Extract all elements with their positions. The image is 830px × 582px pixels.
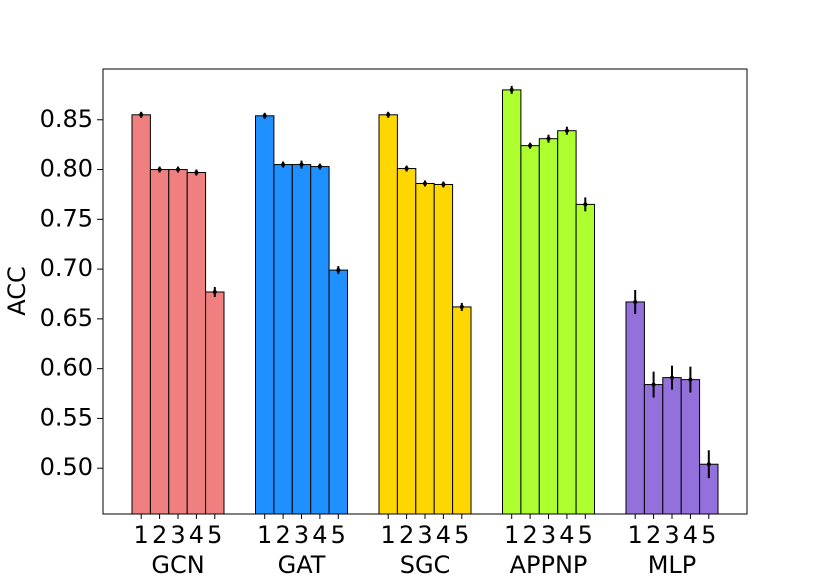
x-tick-label: 1 (257, 521, 272, 549)
bar (520, 145, 540, 515)
bar (328, 269, 349, 515)
bar (255, 115, 275, 515)
x-tick-label: 1 (504, 521, 519, 549)
error-point (509, 87, 514, 92)
error-point (688, 377, 693, 382)
x-tick-label: 2 (275, 521, 290, 549)
bar (149, 169, 170, 515)
error-point (336, 268, 341, 273)
group-label: GAT (278, 551, 326, 578)
error-point (651, 382, 656, 387)
x-tick-label: 2 (646, 521, 661, 549)
x-tick-label: 5 (207, 521, 222, 549)
bar (502, 89, 522, 515)
error-point (386, 112, 391, 117)
x-tick-label: 5 (331, 521, 346, 549)
bar (186, 172, 207, 515)
y-tick-label: 0.75 (40, 204, 93, 232)
y-tick-label: 0.70 (40, 254, 93, 282)
x-tick-label: 1 (381, 521, 396, 549)
error-point (317, 164, 322, 169)
y-tick-label: 0.85 (40, 105, 93, 133)
bar (538, 138, 559, 515)
x-tick-label: 4 (559, 521, 574, 549)
y-tick-label: 0.65 (40, 304, 93, 332)
plot-frame (102, 68, 748, 515)
x-tick-label: 3 (170, 521, 185, 549)
bar (415, 182, 435, 515)
bar (273, 164, 293, 515)
bar (168, 169, 188, 515)
group-label: SGC (400, 551, 451, 578)
bar (452, 306, 472, 515)
error-point (583, 202, 588, 207)
x-tick-label: 5 (578, 521, 593, 549)
x-tick-label: 5 (454, 521, 469, 549)
y-tick-label: 0.60 (40, 354, 93, 382)
bar (557, 130, 577, 515)
y-tick-label: 0.55 (40, 403, 93, 431)
x-tick-label: 4 (683, 521, 698, 549)
y-axis-label: ACC (3, 266, 31, 316)
bar (205, 291, 225, 515)
x-tick-label: 4 (436, 521, 451, 549)
bar (291, 164, 312, 515)
y-tick-label: 0.50 (40, 453, 93, 481)
bar (643, 384, 664, 515)
bar (662, 377, 682, 515)
x-tick-label: 4 (189, 521, 204, 549)
x-tick-label: 1 (134, 521, 149, 549)
bar (575, 203, 595, 515)
error-point (459, 304, 464, 309)
group-label: MLP (648, 551, 697, 578)
error-point (404, 166, 409, 171)
error-point (528, 143, 533, 148)
error-point (157, 167, 162, 172)
x-tick-label: 3 (417, 521, 432, 549)
error-point (564, 128, 569, 133)
x-tick-label: 3 (541, 521, 556, 549)
group-label: APPNP (510, 551, 588, 578)
bar (680, 379, 701, 515)
x-tick-label: 2 (399, 521, 414, 549)
error-point (212, 289, 217, 294)
x-tick-label: 1 (628, 521, 643, 549)
error-point (670, 375, 674, 380)
error-point (423, 181, 427, 186)
error-point (441, 182, 446, 187)
error-point (262, 113, 267, 118)
x-tick-label: 3 (294, 521, 309, 549)
error-point (633, 299, 638, 304)
x-tick-label: 2 (152, 521, 167, 549)
bar (625, 301, 645, 515)
y-tick-label: 0.80 (40, 155, 93, 183)
x-tick-label: 3 (664, 521, 679, 549)
bar (131, 114, 151, 515)
error-point (139, 112, 144, 117)
group-label: GCN (151, 551, 204, 578)
x-tick-label: 4 (312, 521, 327, 549)
error-point (176, 167, 180, 172)
error-point (281, 162, 286, 167)
bar (433, 183, 454, 515)
error-point (194, 170, 199, 175)
bar (396, 168, 417, 515)
error-point (546, 136, 551, 141)
error-point (706, 462, 711, 467)
bar (310, 166, 330, 515)
x-tick-label: 5 (701, 521, 716, 549)
error-point (299, 162, 304, 167)
x-tick-label: 2 (522, 521, 537, 549)
bar (378, 114, 398, 515)
